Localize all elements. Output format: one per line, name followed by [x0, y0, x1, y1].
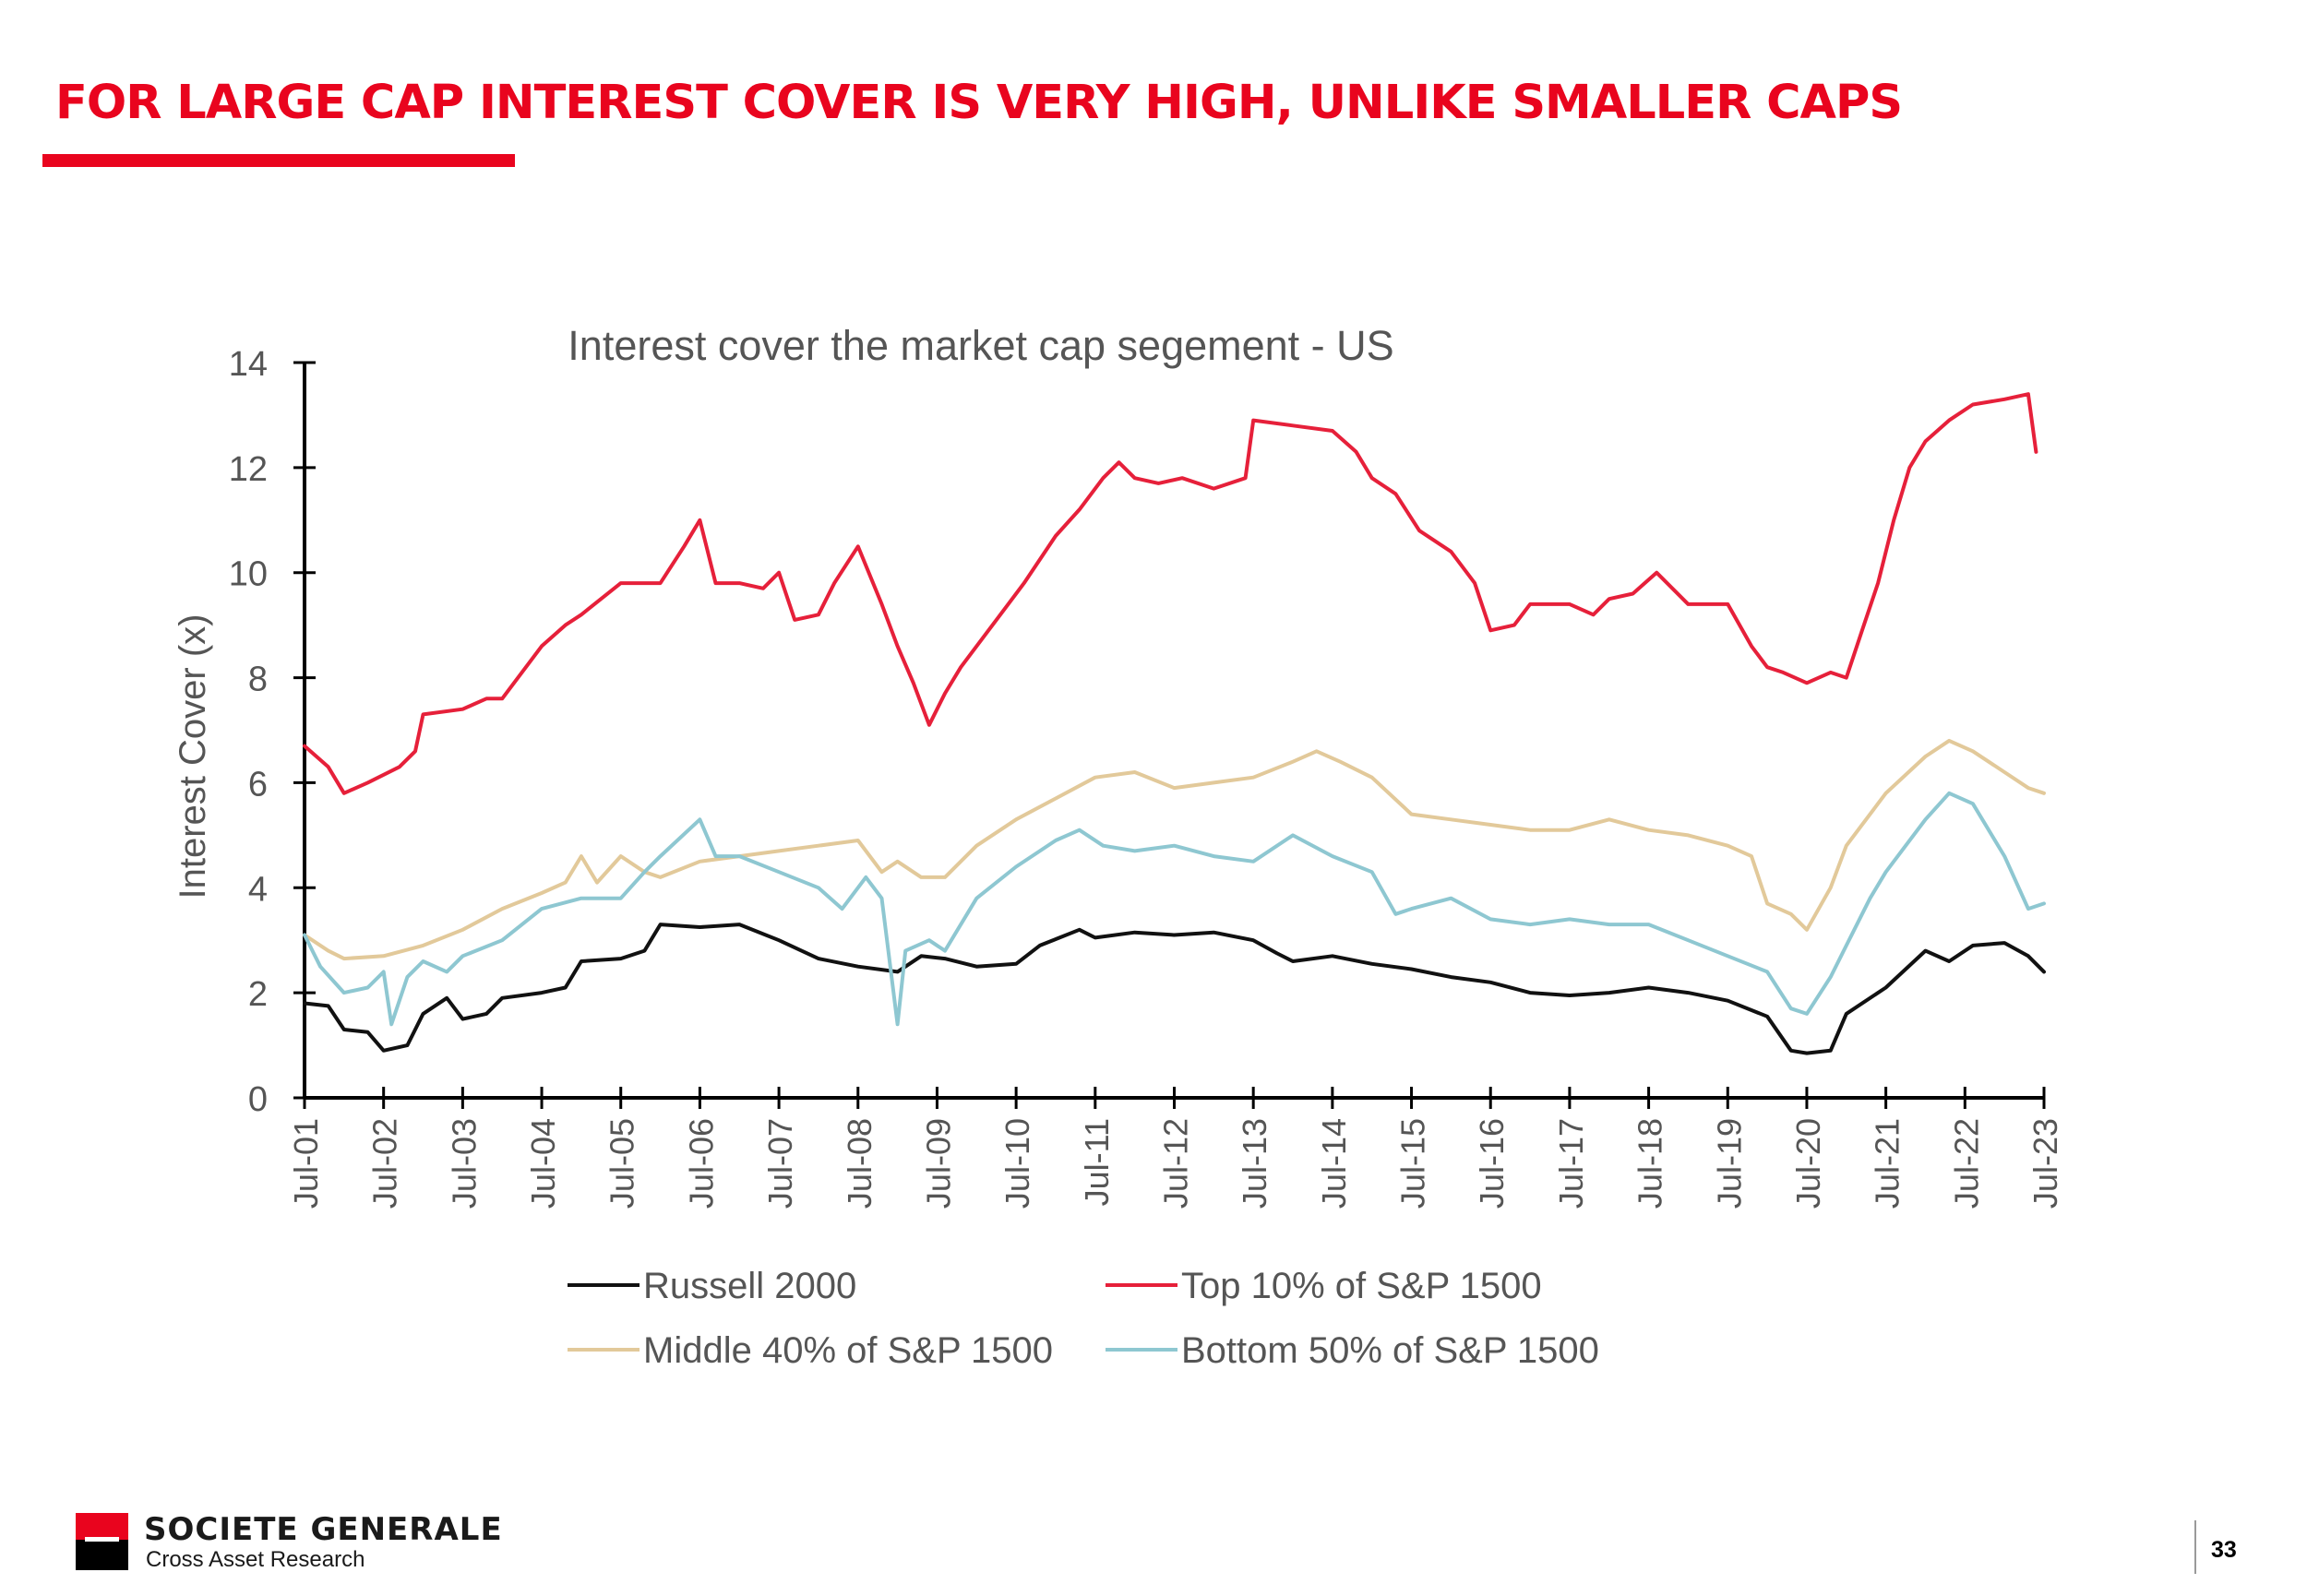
logo-mark-icon [76, 1513, 128, 1570]
x-tick-label: Jul-12 [1157, 1118, 1195, 1209]
x-tick-label: Jul-11 [1078, 1118, 1116, 1206]
interest-cover-chart: Interest cover the market cap segement -… [173, 322, 2064, 1371]
y-tick-label: 14 [229, 345, 268, 384]
x-tick-label: Jul-15 [1394, 1118, 1432, 1209]
x-tick-label: Jul-18 [1632, 1118, 1669, 1209]
x-tick-label: Jul-23 [2026, 1118, 2064, 1209]
x-tick-label: Jul-16 [1473, 1118, 1511, 1209]
y-tick-label: 6 [248, 765, 268, 804]
y-tick-label: 2 [248, 975, 268, 1014]
x-tick-label: Jul-21 [1869, 1118, 1907, 1209]
x-tick-label: Jul-04 [524, 1118, 562, 1209]
page-number: 33 [2211, 1537, 2237, 1563]
legend-label-top-10-of-s-p-1500: Top 10% of S&P 1500 [1181, 1266, 1542, 1306]
page-separator [2194, 1520, 2196, 1574]
y-axis-label: Interest Cover (x) [173, 614, 213, 899]
legend-label-bottom-50-of-s-p-1500: Bottom 50% of S&P 1500 [1181, 1330, 1599, 1371]
x-tick-label: Jul-13 [1236, 1118, 1273, 1209]
x-tick-label: Jul-09 [919, 1118, 957, 1209]
x-tick-label: Jul-22 [1947, 1118, 1985, 1209]
legend-label-russell-2000: Russell 2000 [643, 1266, 856, 1306]
y-tick-label: 12 [229, 450, 268, 489]
x-tick-label: Jul-08 [841, 1118, 879, 1209]
title-underline [42, 154, 515, 167]
x-tick-label: Jul-02 [366, 1118, 404, 1209]
series-line-russell-2000 [303, 923, 2046, 1055]
x-tick-label: Jul-01 [287, 1118, 325, 1209]
series-layer [303, 392, 2046, 1055]
societe-generale-logo: SOCIETE GENERALE Cross Asset Research [76, 1511, 592, 1578]
legend: Russell 2000 Top 10% of S&P 1500 Middle 40… [568, 1266, 1599, 1371]
chart-title: Interest cover the market cap segement -… [568, 322, 1393, 369]
axes: 0 2 4 6 8 10 12 14 Jul-01 Jul-02 Jul-03 Jul-04 Jul-0… [229, 345, 2064, 1209]
x-tick-label: Jul-19 [1710, 1118, 1748, 1209]
x-tick-label: Jul-14 [1315, 1118, 1353, 1209]
x-tick-label: Jul-05 [604, 1118, 641, 1209]
x-tick-label: Jul-03 [445, 1118, 483, 1209]
y-tick-label: 0 [248, 1080, 268, 1119]
x-tick-label: Jul-07 [761, 1118, 799, 1209]
y-tick-label: 8 [248, 661, 268, 699]
logo-name: SOCIETE GENERALE [144, 1511, 503, 1548]
slide-title: FOR LARGE CAP INTEREST COVER IS VERY HIG… [55, 76, 1903, 130]
series-line-middle-40-of-s-p-1500 [303, 738, 2046, 961]
y-tick-label: 4 [248, 870, 268, 909]
logo-subtitle: Cross Asset Research [146, 1547, 365, 1572]
legend-label-middle-40-of-s-p-1500: Middle 40% of S&P 1500 [643, 1330, 1053, 1371]
x-tick-label: Jul-10 [998, 1118, 1036, 1209]
y-tick-label: 10 [229, 555, 268, 594]
x-tick-label: Jul-17 [1552, 1118, 1590, 1209]
series-line-top-10-of-s-p-1500 [303, 392, 2038, 795]
x-tick-label: Jul-20 [1789, 1118, 1827, 1209]
series-line-bottom-50-of-s-p-1500 [303, 791, 2046, 1027]
x-tick-label: Jul-06 [682, 1118, 720, 1209]
